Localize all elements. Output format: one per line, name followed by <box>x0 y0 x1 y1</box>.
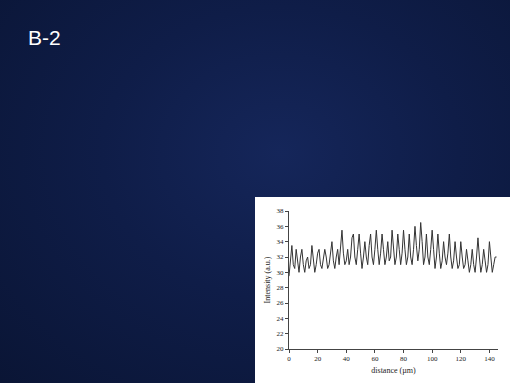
svg-text:120: 120 <box>456 355 467 363</box>
svg-text:Intensity (a.u.): Intensity (a.u.) <box>263 256 272 303</box>
html-text:B-2: B-2 <box>28 26 61 49</box>
svg-text:distance (µm): distance (µm) <box>371 366 416 375</box>
svg-text:0: 0 <box>287 355 291 363</box>
svg-text:140: 140 <box>484 355 495 363</box>
svg-text:36: 36 <box>277 223 285 231</box>
svg-text:28: 28 <box>277 284 285 292</box>
svg-text:32: 32 <box>277 253 285 261</box>
svg-text:24: 24 <box>277 315 285 323</box>
svg-text:38: 38 <box>277 207 285 215</box>
svg-text:60: 60 <box>371 355 379 363</box>
svg-text:100: 100 <box>427 355 438 363</box>
svg-text:40: 40 <box>343 355 351 363</box>
svg-text:30: 30 <box>277 269 285 277</box>
svg-text:20: 20 <box>314 355 322 363</box>
svg-text:20: 20 <box>277 345 285 353</box>
svg-text:22: 22 <box>277 330 285 338</box>
svg-text:26: 26 <box>277 299 285 307</box>
svg-text:34: 34 <box>277 238 285 246</box>
svg-text:80: 80 <box>400 355 408 363</box>
